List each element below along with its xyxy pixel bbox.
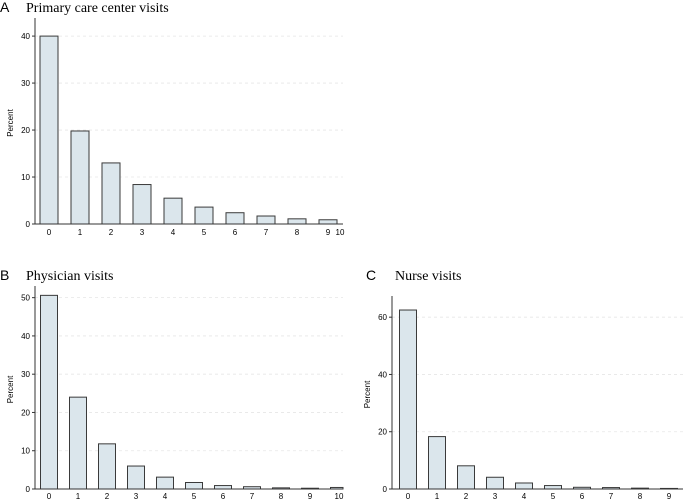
bar-a-2	[101, 162, 121, 225]
x-tick-label: 9	[326, 228, 331, 237]
bar-c-0	[399, 309, 417, 490]
y-axis-label-a: Percent	[6, 108, 15, 136]
x-tick-label: 8	[295, 228, 300, 237]
chart-title-c: Nurse visits	[395, 269, 462, 284]
y-tick-label: 0	[26, 485, 31, 494]
bar-c-1	[428, 436, 446, 490]
x-tick-label: 4	[522, 492, 527, 500]
y-tick-label: 40	[21, 332, 30, 341]
bar-a-6	[225, 212, 245, 225]
x-tick-label: 5	[551, 492, 556, 500]
bar-a-0	[39, 35, 59, 225]
bar-a-9	[318, 219, 338, 225]
bar-a-8	[287, 218, 307, 225]
x-tick-label: 0	[47, 492, 52, 500]
bar-a-5	[194, 206, 214, 225]
x-tick-label: 6	[580, 492, 585, 500]
bar-b-3	[127, 465, 145, 490]
bar-a-3	[132, 184, 152, 225]
y-tick-label: 20	[21, 408, 30, 417]
bar-b-1	[69, 396, 87, 490]
bar-b-2	[98, 443, 116, 490]
bar-b-6	[214, 485, 232, 490]
x-tick-label: 3	[134, 492, 139, 500]
x-tick-label: 1	[435, 492, 440, 500]
panel-a: A Primary care center visits010203040Perc…	[0, 0, 345, 237]
y-axis-label-c: Percent	[363, 380, 372, 408]
x-tick-label: 6	[233, 228, 238, 237]
x-tick-label: 3	[493, 492, 498, 500]
x-tick-label: 5	[192, 492, 197, 500]
bar-c-3	[486, 476, 504, 490]
x-tick-label: 1	[78, 228, 83, 237]
x-tick-label: 8	[279, 492, 284, 500]
x-tick-label: 7	[264, 228, 269, 237]
bar-a-1	[70, 130, 90, 225]
x-tick-label: 9	[667, 492, 672, 500]
y-axis-label-b: Percent	[6, 375, 15, 403]
bar-a-7	[256, 215, 276, 225]
x-tick-label: 0	[406, 492, 411, 500]
x-tick-label: 7	[250, 492, 255, 500]
y-tick-label: 40	[378, 370, 387, 379]
y-tick-label: 30	[21, 370, 30, 379]
x-tick-label: 2	[464, 492, 469, 500]
x-tick-label: 3	[140, 228, 145, 237]
y-tick-label: 50	[21, 294, 30, 303]
y-tick-label: 10	[21, 447, 30, 456]
x-tick-label: 5	[202, 228, 207, 237]
y-tick-label: 10	[21, 173, 30, 182]
x-tick-label: 2	[105, 492, 110, 500]
x-tick-label: 7	[609, 492, 614, 500]
y-tick-label: 0	[383, 485, 388, 494]
y-tick-label: 20	[21, 126, 30, 135]
y-tick-label: 0	[26, 220, 31, 229]
bar-b-5	[185, 481, 203, 490]
bar-c-4	[515, 482, 533, 490]
panel-letter-b: B	[0, 267, 9, 283]
chart-title-a: Primary care center visits	[26, 1, 169, 16]
bar-b-0	[40, 294, 58, 490]
panel-letter-c: C	[366, 267, 376, 283]
x-tick-label: 0	[47, 228, 52, 237]
x-tick-label: 10	[336, 228, 345, 237]
x-tick-label: 6	[221, 492, 226, 500]
bar-b-4	[156, 476, 174, 490]
chart-title-b: Physician visits	[26, 269, 114, 284]
panel-b: B Physician visits 0 10 20 30 40 50 Percent 0 1 2 3 4…	[0, 267, 344, 500]
y-tick-label: 30	[21, 79, 30, 88]
x-tick-label: 1	[76, 492, 81, 500]
x-tick-label: 2	[109, 228, 114, 237]
x-tick-label: 9	[308, 492, 313, 500]
bar-c-2	[457, 465, 475, 490]
y-tick-label: 20	[378, 428, 387, 437]
bar-c-5	[544, 485, 562, 490]
x-tick-label: 4	[163, 492, 168, 500]
x-tick-label: 10	[335, 492, 344, 500]
y-tick-label: 60	[378, 313, 387, 322]
y-tick-label: 40	[21, 32, 30, 41]
bar-a-4	[163, 197, 183, 225]
panel-letter-a: A	[0, 0, 10, 15]
panel-c: C Nurse visits 0 20 40 60 Percent 0 1 2 3 4 5 6 7 8 9	[363, 267, 683, 500]
x-tick-label: 8	[638, 492, 643, 500]
x-tick-label: 4	[171, 228, 176, 237]
